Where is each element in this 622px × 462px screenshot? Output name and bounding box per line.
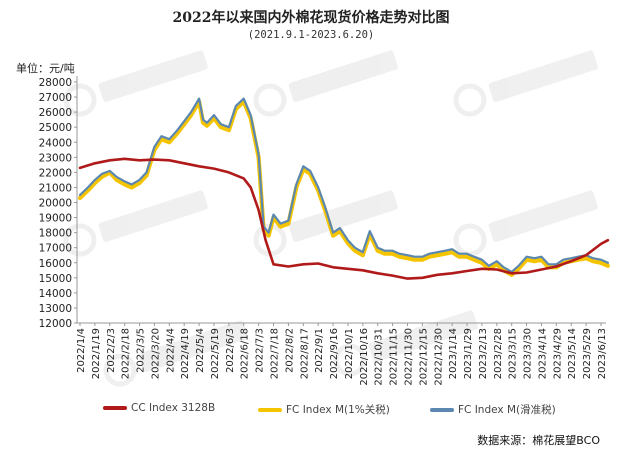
chart-subtitle: (2021.9.1-2023.6.20) xyxy=(247,29,375,41)
watermark-logo xyxy=(63,50,208,117)
x-tick-label: 2022/12/30 xyxy=(433,328,444,386)
legend-swatch-fc2 xyxy=(430,407,454,412)
y-axis-unit-label: 单位：元/吨 xyxy=(16,62,75,75)
x-tick-label: 2022/2/3 xyxy=(106,328,117,373)
legend-label-fc1: FC Index M(1%关税) xyxy=(286,404,390,416)
watermark-logo xyxy=(63,190,208,257)
legend-label-fc2: FC Index M(滑准税) xyxy=(458,404,556,416)
x-tick-label: 2023/4/14 xyxy=(537,328,548,379)
x-tick-label: 2022/1/19 xyxy=(91,328,102,379)
x-tick-label: 2022/12/15 xyxy=(418,328,429,386)
watermark-logo-mark xyxy=(453,223,487,257)
series-line-fc-index-1pct xyxy=(77,99,611,277)
watermark-logo-bar xyxy=(98,50,208,102)
y-tick-label: 13000 xyxy=(39,303,72,315)
legend-item-cc: CC Index 3128B xyxy=(103,402,215,414)
x-tick-label: 2023/2/28 xyxy=(493,328,504,379)
y-tick-label: 18000 xyxy=(39,228,72,240)
series-line-fc-index-sliding xyxy=(78,97,610,273)
legend-item-fc2: FC Index M(滑准税) xyxy=(430,402,556,417)
watermark-logo-mark xyxy=(63,223,97,257)
x-tick-label: 2022/7/18 xyxy=(270,328,281,379)
y-tick-label: 20000 xyxy=(39,198,72,210)
x-tick-label: 2022/9/1 xyxy=(314,328,325,373)
x-tick-label: 2023/6/13 xyxy=(597,328,608,379)
watermark-logo xyxy=(253,190,398,257)
chart-title: 2022年以来国内外棉花现货价格走势对比图 xyxy=(172,10,450,26)
watermark-logo-bar xyxy=(288,190,398,242)
series-layer xyxy=(77,97,611,280)
x-tick-label: 2023/3/30 xyxy=(523,328,534,379)
x-tick-label: 2023/1/29 xyxy=(463,328,474,379)
x-tick-label: 2022/10/1 xyxy=(344,328,355,379)
y-tick-label: 15000 xyxy=(39,273,72,285)
watermark-logo-bar xyxy=(288,50,398,102)
watermark-logo-mark xyxy=(453,83,487,117)
legend-swatch-fc1 xyxy=(258,407,282,412)
y-tick-label: 24000 xyxy=(39,137,72,149)
x-tick-label: 2023/1/14 xyxy=(448,328,459,379)
y-tick-label: 27000 xyxy=(39,92,72,104)
chart-legend: CC Index 3128B FC Index M(1%关税) FC Index… xyxy=(0,402,622,420)
x-tick-label: 2022/3/20 xyxy=(150,328,161,379)
watermark-logo-mark xyxy=(253,83,287,117)
y-tick-label: 28000 xyxy=(39,77,72,89)
series-line-cc-index xyxy=(78,157,610,280)
data-source-note: 数据来源：棉花展望BCO xyxy=(477,434,600,447)
x-tick-label: 2022/9/16 xyxy=(329,328,340,379)
x-tick-label: 2023/3/15 xyxy=(508,328,519,379)
watermark-logo-mark xyxy=(253,223,287,257)
x-tick-label: 2022/6/18 xyxy=(240,328,251,379)
x-tick-label: 2022/10/16 xyxy=(359,328,370,386)
legend-item-fc1: FC Index M(1%关税) xyxy=(258,402,390,417)
x-tick-label: 2022/5/4 xyxy=(195,328,206,373)
x-tick-label: 2022/4/19 xyxy=(180,328,191,379)
x-tick-label: 2023/5/29 xyxy=(582,328,593,379)
watermark-logo xyxy=(253,50,398,117)
x-tick-label: 2022/2/18 xyxy=(121,328,132,379)
y-tick-label: 22000 xyxy=(39,167,72,179)
chart-axes: 12000 13000 14000 15000 16000 17000 18000 19000… xyxy=(39,76,608,386)
legend-label-cc: CC Index 3128B xyxy=(131,402,216,414)
watermark-logo-bar xyxy=(98,190,208,242)
x-tick-label: 2022/11/30 xyxy=(403,328,414,386)
x-tick-label: 2022/3/5 xyxy=(136,328,147,373)
y-tick-label: 25000 xyxy=(39,122,72,134)
watermark-logo xyxy=(103,320,248,387)
watermark-logo-bar xyxy=(488,50,598,102)
legend-swatch-cc xyxy=(103,406,127,410)
x-tick-label: 2022/10/31 xyxy=(374,328,385,386)
y-tick-label: 12000 xyxy=(39,318,72,330)
watermark-logo-mark xyxy=(63,83,97,117)
watermark-logo-mark xyxy=(333,343,367,377)
watermark-logo-bar xyxy=(138,320,248,372)
y-tick-label: 26000 xyxy=(39,107,72,119)
x-tick-label: 2022/6/3 xyxy=(225,328,236,373)
x-tick-label: 2023/2/13 xyxy=(478,328,489,379)
watermark-logo-bar xyxy=(488,190,598,242)
x-tick-label: 2023/4/29 xyxy=(552,328,563,379)
y-tick-label: 16000 xyxy=(39,258,72,270)
x-tick-label: 2023/5/14 xyxy=(567,328,578,379)
y-tick-label: 14000 xyxy=(39,288,72,300)
x-tick-label: 2022/11/15 xyxy=(389,328,400,386)
y-tick-label: 17000 xyxy=(39,243,72,255)
y-tick-label: 19000 xyxy=(39,213,72,225)
x-tick-label: 2022/8/2 xyxy=(284,328,295,373)
x-tick-label: 2022/5/19 xyxy=(210,328,221,379)
x-tick-label: 2022/7/3 xyxy=(255,328,266,373)
x-tick-label: 2022/4/4 xyxy=(165,328,176,373)
watermark-logo xyxy=(453,50,598,117)
x-tick-label: 2022/1/4 xyxy=(76,328,87,373)
watermark-logo-mark xyxy=(103,353,137,387)
y-tick-label: 21000 xyxy=(39,182,72,194)
x-tick-label: 2022/8/17 xyxy=(299,328,310,379)
y-tick-label: 23000 xyxy=(39,152,72,164)
watermark-logo xyxy=(453,190,598,257)
